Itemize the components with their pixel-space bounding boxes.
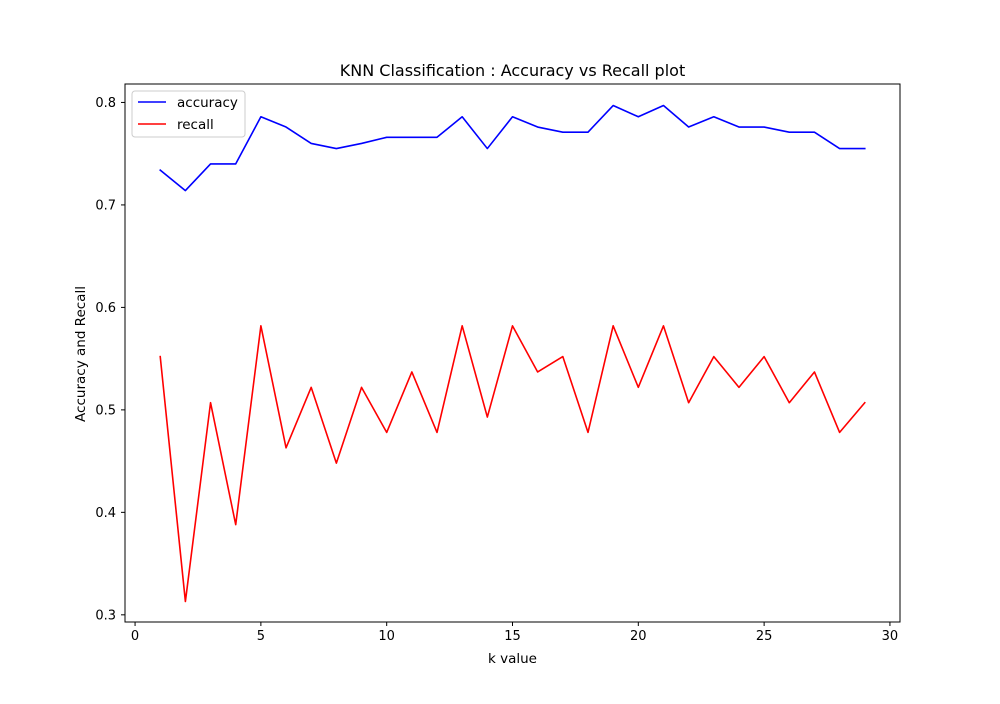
y-tick-label: 0.5 xyxy=(95,403,116,418)
series-line-recall xyxy=(159,325,866,603)
x-tick-label: 0 xyxy=(131,629,139,644)
x-tick-label: 20 xyxy=(630,629,647,644)
y-tick-label: 0.7 xyxy=(95,198,116,213)
y-axis-ticks: 0.3 0.4 0.5 0.6 0.7 0.8 xyxy=(95,96,125,623)
x-tick-label: 10 xyxy=(378,629,395,644)
legend-label-accuracy: accuracy xyxy=(177,95,238,111)
y-axis-label: Accuracy and Recall xyxy=(73,286,89,422)
series-line-accuracy xyxy=(159,104,866,192)
x-tick-label: 30 xyxy=(882,629,899,644)
x-tick-label: 25 xyxy=(756,629,773,644)
x-axis-ticks: 0 5 10 15 20 25 30 xyxy=(131,622,898,644)
x-tick-label: 5 xyxy=(257,629,265,644)
y-tick-label: 0.8 xyxy=(95,96,116,111)
y-tick-label: 0.4 xyxy=(95,506,116,521)
plot-area-frame xyxy=(124,83,901,623)
legend: accuracy recall xyxy=(131,90,246,138)
y-tick-label: 0.6 xyxy=(95,301,116,316)
y-tick-label: 0.3 xyxy=(95,608,116,623)
series-lines xyxy=(159,104,866,603)
legend-label-recall: recall xyxy=(177,117,214,133)
chart-title: KNN Classification : Accuracy vs Recall … xyxy=(340,61,685,80)
x-tick-label: 15 xyxy=(504,629,521,644)
x-axis-label: k value xyxy=(488,651,537,667)
